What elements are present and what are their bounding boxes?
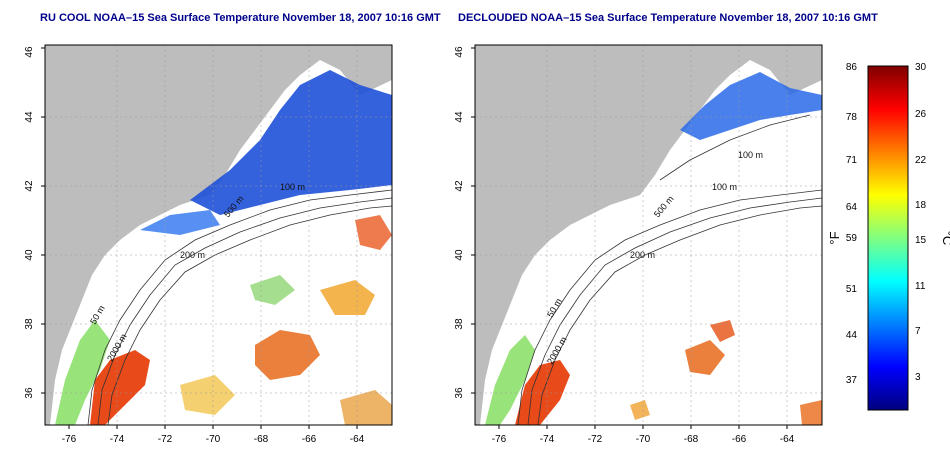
- y-tick: 46: [24, 46, 35, 58]
- warm-patch-3: [250, 275, 295, 305]
- f-tick: 64: [846, 202, 858, 213]
- f-tick: 78: [846, 112, 858, 123]
- graticule: [45, 45, 392, 425]
- x-tick: -64: [350, 434, 365, 445]
- land-mass: [475, 45, 822, 425]
- y-tick: 38: [454, 318, 465, 330]
- colorbar-gradient: [867, 65, 909, 411]
- c-tick: 30: [915, 62, 927, 73]
- warm-patch-5: [180, 375, 235, 415]
- right-map-title: DECLOUDED NOAA–15 Sea Surface Temperatur…: [458, 12, 878, 24]
- right-map-panel: 100 m 100 m 500 m 200 m 50 m 2000 m 46 4…: [454, 44, 823, 445]
- x-tick: -70: [206, 434, 221, 445]
- x-tick: -74: [110, 434, 125, 445]
- gulf-stream-region: [515, 360, 570, 425]
- warm-patch-4: [340, 390, 392, 425]
- warm-eddy-1: [685, 340, 725, 375]
- y-tick: 36: [24, 387, 35, 399]
- x-tick: -70: [636, 434, 651, 445]
- y-tick: 42: [454, 180, 465, 192]
- warm-patch-6: [355, 215, 392, 250]
- fahrenheit-label: °F: [827, 231, 842, 244]
- y-tick: 40: [24, 249, 35, 261]
- f-tick: 86: [846, 62, 858, 73]
- y-axis-ticks: 46 44 42 40 38 36: [454, 46, 465, 399]
- warm-patch-4: [800, 400, 822, 425]
- warm-patch-3: [630, 400, 650, 420]
- x-tick: -72: [158, 434, 173, 445]
- y-tick: 44: [24, 111, 35, 123]
- x-tick: -76: [492, 434, 507, 445]
- fahrenheit-ticks: 86 78 71 64 59 51 44 37: [846, 62, 858, 386]
- c-tick: 3: [915, 372, 921, 383]
- map-frame: [44, 44, 393, 426]
- temperature-colorbar: 86 78 71 64 59 51 44 37 30 26 22 18 15 1…: [827, 62, 950, 411]
- c-tick: 15: [915, 235, 927, 246]
- y-tick: 44: [454, 111, 465, 123]
- y-axis-ticks: 46 44 42 40 38 36: [24, 46, 35, 399]
- x-tick: -66: [302, 434, 317, 445]
- f-tick: 59: [846, 233, 858, 244]
- x-tick: -66: [732, 434, 747, 445]
- celsius-label: °C: [940, 231, 950, 246]
- graticule: [475, 45, 822, 425]
- gulf-stream-region: [90, 350, 150, 425]
- warm-eddy-1: [255, 330, 320, 380]
- left-map-title: RU COOL NOAA–15 Sea Surface Temperature …: [40, 12, 441, 24]
- x-axis-ticks: -76 -74 -72 -70 -68 -66 -64: [492, 434, 795, 445]
- cold-water-region: [190, 70, 392, 215]
- x-tick: -68: [254, 434, 269, 445]
- c-tick: 26: [915, 109, 927, 120]
- bathymetry-contours: [87, 189, 392, 425]
- c-tick: 18: [915, 200, 927, 211]
- land-mass: [45, 45, 392, 425]
- f-tick: 51: [846, 284, 858, 295]
- c-tick: 11: [915, 281, 926, 292]
- x-tick: -74: [540, 434, 555, 445]
- map-frame: [474, 44, 823, 426]
- contour-label: 100 m: [738, 150, 763, 160]
- f-tick: 44: [846, 330, 858, 341]
- contour-label: 100 m: [712, 182, 737, 192]
- y-tick: 42: [24, 180, 35, 192]
- x-tick: -68: [684, 434, 699, 445]
- x-tick: -64: [780, 434, 795, 445]
- f-tick: 71: [846, 155, 858, 166]
- x-tick: -76: [62, 434, 77, 445]
- c-tick: 7: [915, 326, 921, 337]
- contour-label: 100 m: [280, 182, 305, 192]
- contour-label: 200 m: [180, 250, 205, 260]
- celsius-ticks: 30 26 22 18 15 11 7 3: [915, 62, 927, 383]
- c-tick: 22: [915, 155, 927, 166]
- warm-water-green: [55, 320, 110, 425]
- bathymetry-contours: [517, 114, 822, 425]
- y-tick: 46: [454, 46, 465, 58]
- warm-eddy-2: [320, 280, 375, 315]
- warm-patch-2: [710, 320, 735, 342]
- contour-label: 200 m: [630, 250, 655, 260]
- f-tick: 37: [846, 375, 858, 386]
- x-tick: -72: [588, 434, 603, 445]
- cold-water-region: [680, 72, 822, 140]
- y-tick: 40: [454, 249, 465, 261]
- cold-water-band: [140, 210, 220, 235]
- y-tick: 38: [24, 318, 35, 330]
- y-tick: 36: [454, 387, 465, 399]
- left-map-panel: 100 m 500 m 200 m 50 m 2000 m 46 44 42 4…: [24, 44, 393, 445]
- x-axis-ticks: -76 -74 -72 -70 -68 -66 -64: [62, 434, 365, 445]
- warm-water-green: [485, 335, 535, 425]
